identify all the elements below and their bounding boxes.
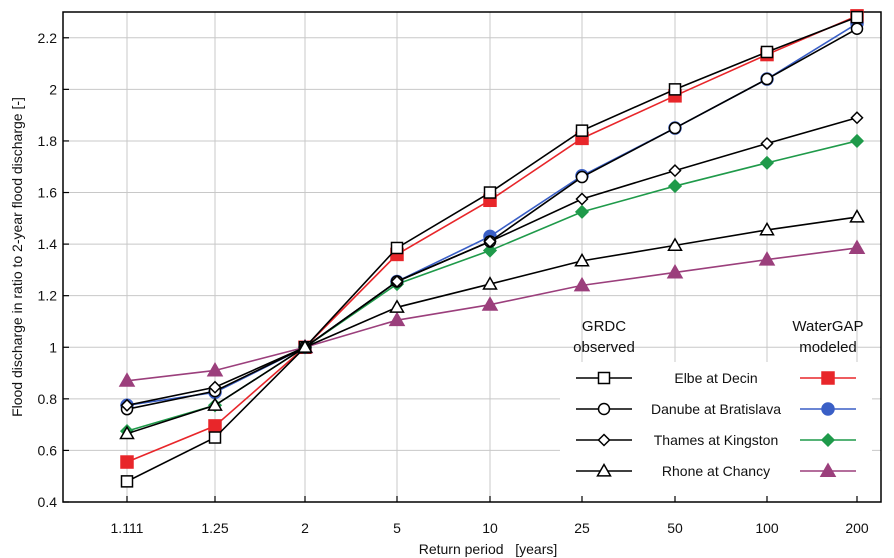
data-point [573,276,591,292]
data-point [760,45,774,59]
data-point [206,361,224,377]
y-tick-label: 0.4 [38,494,58,510]
legend-samples [576,371,856,477]
series-line [126,247,858,382]
legend-observed-header-line2: observed [573,339,635,356]
series-line [126,22,858,407]
x-tick-label: 5 [393,520,401,536]
data-point [482,243,498,258]
data-point [759,221,775,236]
data-point [850,22,864,36]
x-tick-label: 100 [755,520,779,536]
series-observed-1 [120,22,864,416]
data-point [667,237,683,252]
x-tick-label: 1.111 [111,520,144,536]
y-tick-label: 2.2 [38,30,58,46]
x-tick-label: 200 [845,520,869,536]
data-point [389,299,405,313]
legend-sample-marker-modeled [819,462,837,477]
data-point [668,121,682,135]
legend-label-rhone: Rhone at Chancy [662,463,770,479]
x-tick-label: 25 [574,520,590,536]
x-tick-label: 50 [667,520,683,536]
y-tick-label: 0.6 [38,442,58,458]
data-point [668,83,682,96]
data-point [390,241,404,255]
series-modeled-5 [120,16,864,413]
data-point [575,192,589,206]
data-point [850,111,864,125]
data-point [760,72,774,86]
data-point [207,397,223,411]
data-point [208,380,222,394]
y-tick-label: 0.8 [38,391,58,407]
data-point [667,179,683,194]
data-point [483,234,497,249]
y-axis-label: Flood discharge in ratio to 2-year flood… [9,97,25,417]
data-point [668,164,682,178]
x-tick-label: 1.25 [201,520,228,536]
legend-sample-marker-observed [596,462,612,477]
legend-modeled-header-line2: modeled [799,339,857,356]
series-line [126,28,858,410]
legend-sample-marker-observed [597,402,611,416]
data-point [120,398,134,412]
y-tick-label: 1.2 [38,288,58,304]
data-point [120,455,134,469]
y-tick-label: 1 [49,339,57,355]
data-point [849,133,865,149]
y-tick-label: 1.4 [38,236,58,252]
data-point [666,263,684,279]
data-point [118,372,136,387]
legend-observed-header-line1: GRDC [582,318,626,335]
legend-sample-marker-observed [597,433,611,447]
data-point [119,425,135,440]
legend-label-elbe: Elbe at Decin [674,370,757,386]
legend-background [560,362,872,496]
legend-sample-marker-modeled [820,432,836,448]
data-point [574,252,590,267]
data-point [575,170,589,184]
legend-label-danube: Danube at Bratislava [651,401,781,417]
axis-ticks: 0.40.60.811.21.41.61.822.21.111 1.25 2 5 10 2… [38,30,869,536]
data-point [390,274,404,289]
data-point [758,251,776,266]
data-point [850,10,864,24]
data-point [297,339,313,353]
legend-sample-marker-observed [597,371,611,385]
legend-sample-marker-modeled [821,402,835,416]
y-tick-label: 1.8 [38,133,58,149]
data-point [760,136,774,151]
legend-sample-marker-modeled [821,371,835,385]
data-point [848,239,866,254]
data-point [481,296,499,311]
data-point [120,475,134,488]
data-point [759,155,775,170]
y-tick-label: 1.6 [38,185,58,201]
data-point [483,186,497,199]
data-point [388,311,406,327]
data-point [482,276,498,290]
x-tick-label: 2 [301,520,309,536]
x-axis-label: Return period [years] [419,541,558,557]
data-point [574,204,590,219]
y-tick-label: 2 [49,81,57,97]
series-observed-3 [119,209,865,440]
legend: GRDC observed WaterGAP modeled Elbe at D… [560,318,872,496]
data-point [208,431,222,444]
legend-modeled-header-line1: WaterGAP [792,318,863,335]
data-point [208,419,222,433]
series-modeled-7 [118,239,866,387]
data-point [575,124,589,137]
data-point [849,209,865,223]
series-lines [118,9,866,488]
x-tick-label: 10 [482,520,498,536]
legend-label-thames: Thames at Kingston [654,432,779,448]
plot-frame [62,11,882,503]
